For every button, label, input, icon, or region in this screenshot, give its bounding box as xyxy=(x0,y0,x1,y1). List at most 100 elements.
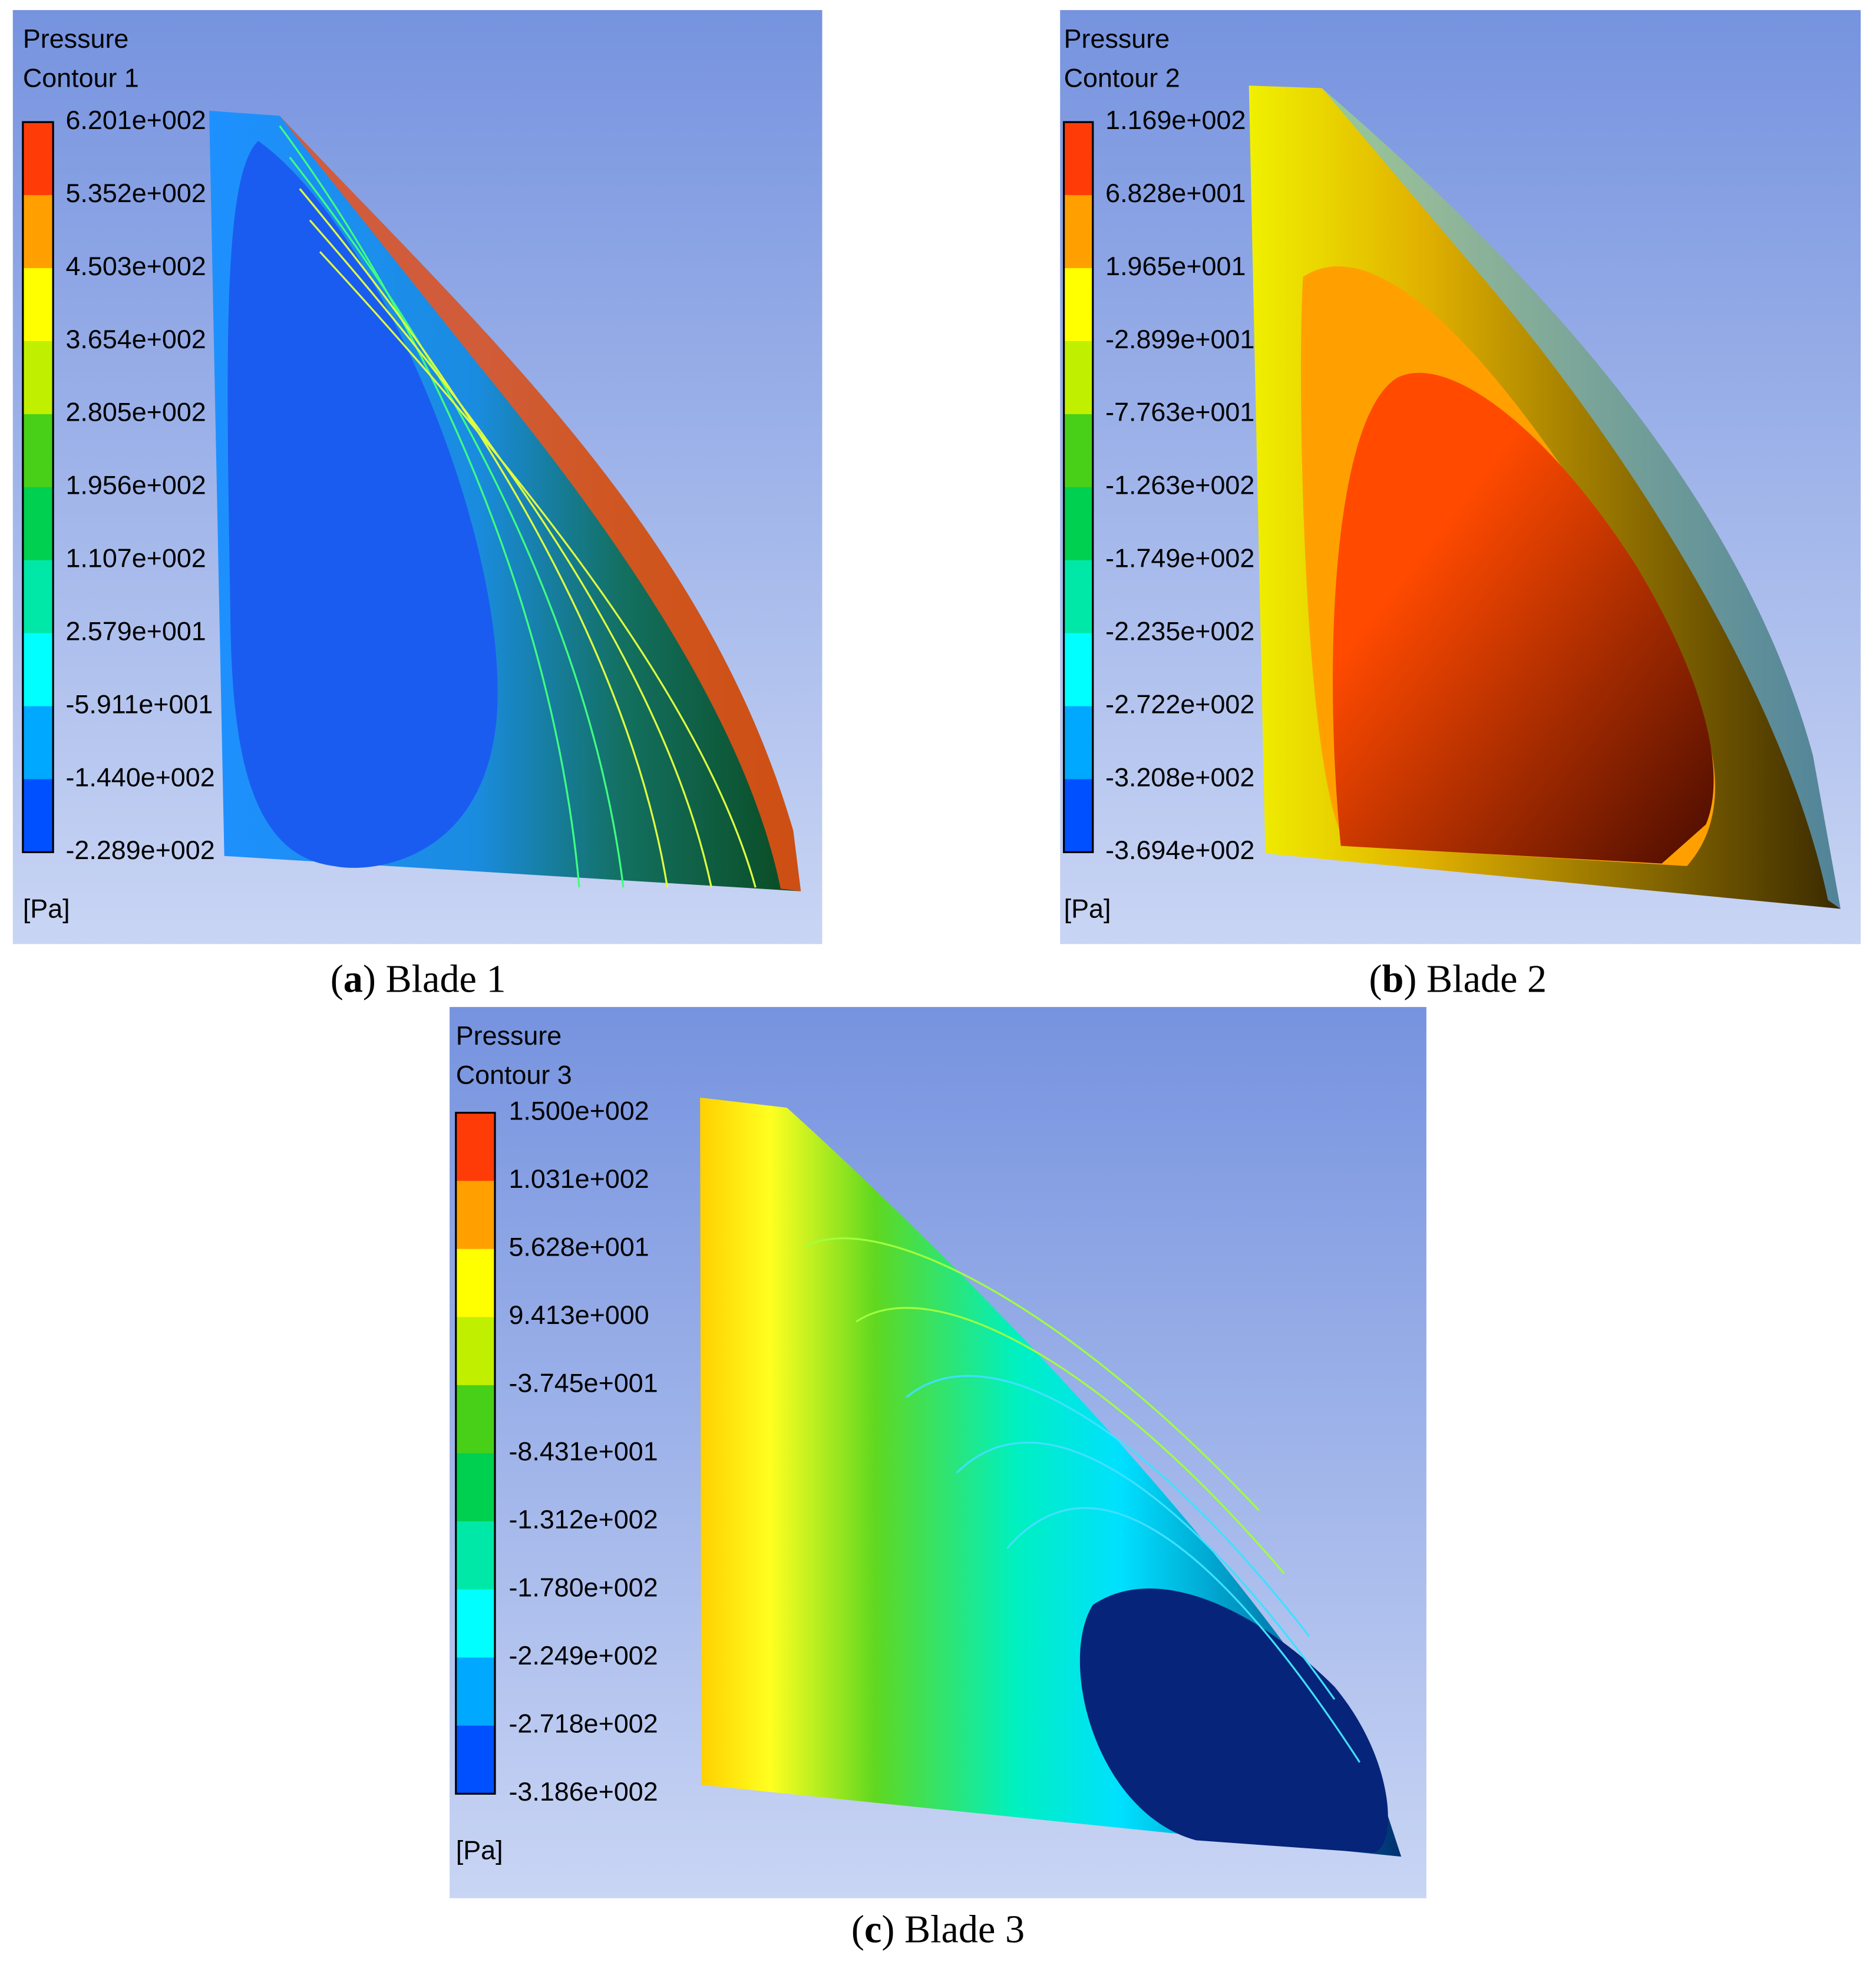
colorbar-label: 1.965e+001 xyxy=(1105,251,1246,281)
colorbar-label: 3.654e+002 xyxy=(65,324,206,354)
colorbar-band xyxy=(22,414,54,488)
colorbar-label: 4.503e+002 xyxy=(65,251,206,281)
caption-part: ( xyxy=(1369,957,1382,1000)
colorbar-band xyxy=(455,1725,495,1795)
contour-line xyxy=(906,1375,1310,1637)
colorbar-band xyxy=(455,1453,495,1522)
caption: (a) Blade 1 xyxy=(331,957,506,1000)
colorbar-label: -8.431e+001 xyxy=(508,1436,658,1466)
colorbar-label: -2.722e+002 xyxy=(1105,689,1254,719)
colorbar-band xyxy=(22,341,54,415)
legend-title: Pressure xyxy=(456,1020,562,1051)
contour-line xyxy=(319,251,757,888)
colorbar-label: -1.263e+002 xyxy=(1105,470,1254,500)
caption-part: c xyxy=(864,1908,881,1951)
contour-line xyxy=(289,157,625,888)
colorbar-band xyxy=(455,1657,495,1726)
colorbar-label: 2.805e+002 xyxy=(65,397,206,427)
colorbar-band xyxy=(22,560,54,634)
blade-region xyxy=(227,141,498,868)
colorbar-label: 6.201e+002 xyxy=(65,105,206,135)
colorbar-label: 1.956e+002 xyxy=(65,470,206,500)
colorbar-label: 2.579e+001 xyxy=(65,616,206,646)
colorbar-band xyxy=(455,1181,495,1250)
colorbar-band xyxy=(22,268,54,342)
colorbar-label: -2.235e+002 xyxy=(1105,616,1254,646)
contour-line xyxy=(956,1441,1336,1700)
colorbar-label: -7.763e+001 xyxy=(1105,397,1254,427)
colorbar-label: -1.312e+002 xyxy=(508,1504,658,1534)
legend-title: Pressure xyxy=(1064,24,1170,54)
colorbar-label: 1.169e+002 xyxy=(1105,105,1246,135)
colorbar-label: -3.208e+002 xyxy=(1105,762,1254,792)
colorbar-band xyxy=(22,122,54,196)
colorbar-label: -5.911e+001 xyxy=(65,689,213,719)
colorbar-label: 6.828e+001 xyxy=(1105,178,1246,208)
caption-part: ) Blade 3 xyxy=(881,1908,1025,1951)
colorbar-label: 9.413e+000 xyxy=(508,1300,649,1330)
colorbar-band xyxy=(455,1317,495,1386)
colorbar-band xyxy=(1063,560,1093,634)
colorbar-band xyxy=(455,1385,495,1454)
legend-subtitle: Contour 2 xyxy=(1064,62,1180,93)
colorbar-band xyxy=(22,633,54,707)
unit-label: [Pa] xyxy=(23,893,70,923)
colorbar-band xyxy=(1063,414,1093,488)
caption-part: a xyxy=(344,957,363,1000)
colorbar-frame xyxy=(455,1111,496,1795)
legend-subtitle: Contour 1 xyxy=(23,62,139,93)
unit-label: [Pa] xyxy=(456,1835,503,1865)
colorbar-band xyxy=(455,1112,495,1182)
colorbar-frame xyxy=(1063,121,1094,853)
colorbar-label: -1.440e+002 xyxy=(65,762,214,792)
colorbar-band xyxy=(1063,122,1093,196)
colorbar-label: -3.186e+002 xyxy=(508,1776,658,1806)
caption-part: ( xyxy=(331,957,344,1000)
colorbar-label: -2.718e+002 xyxy=(508,1709,658,1739)
blade-region xyxy=(1332,372,1714,864)
colorbar-label: 1.500e+002 xyxy=(508,1095,649,1125)
colorbar-label: -1.780e+002 xyxy=(508,1572,658,1602)
colorbar-band xyxy=(1063,195,1093,269)
contour-line xyxy=(856,1307,1285,1574)
colorbar-band xyxy=(1063,268,1093,342)
colorbar-label: 5.628e+001 xyxy=(508,1232,649,1262)
colorbar-label: -1.749e+002 xyxy=(1105,543,1254,573)
caption-part: ) Blade 2 xyxy=(1403,957,1547,1000)
colorbar-band xyxy=(1063,341,1093,415)
caption-part: ( xyxy=(851,1908,864,1951)
caption: (b) Blade 2 xyxy=(1369,957,1547,1000)
contour-line xyxy=(805,1237,1260,1511)
colorbar-band xyxy=(22,779,54,853)
contour-line xyxy=(279,125,580,888)
colorbar-band xyxy=(455,1249,495,1318)
colorbar-label: -3.745e+001 xyxy=(508,1368,658,1398)
colorbar-band xyxy=(1063,487,1093,561)
panel: Pressure Contour 2 1.169e+002 6.828e+001 1.9… xyxy=(1060,10,1861,1000)
caption-part: ) Blade 1 xyxy=(363,957,506,1000)
colorbar-band xyxy=(1063,633,1093,707)
colorbar-band xyxy=(1063,706,1093,780)
colorbar-label: -2.289e+002 xyxy=(65,835,214,865)
colorbar-frame xyxy=(22,121,54,853)
colorbar-band xyxy=(455,1521,495,1590)
unit-label: [Pa] xyxy=(1064,893,1111,923)
blade-region xyxy=(1079,1588,1388,1853)
colorbar-label: 1.107e+002 xyxy=(65,543,206,573)
colorbar-band xyxy=(22,706,54,780)
contour-line xyxy=(309,219,713,888)
colorbar-label: 1.031e+002 xyxy=(508,1164,649,1194)
colorbar-band xyxy=(22,195,54,269)
panel: Pressure Contour 3 1.500e+002 1.031e+002 5.6… xyxy=(450,1007,1426,1951)
colorbar-label: -3.694e+002 xyxy=(1105,835,1254,865)
caption-part: b xyxy=(1382,957,1404,1000)
legend-title: Pressure xyxy=(23,24,129,54)
colorbar-label: -2.899e+001 xyxy=(1105,324,1254,354)
colorbar-band xyxy=(455,1589,495,1659)
contour-line xyxy=(1006,1507,1361,1763)
colorbar-band xyxy=(1063,779,1093,853)
contour-line xyxy=(299,188,669,888)
colorbar-label: 5.352e+002 xyxy=(65,178,206,208)
